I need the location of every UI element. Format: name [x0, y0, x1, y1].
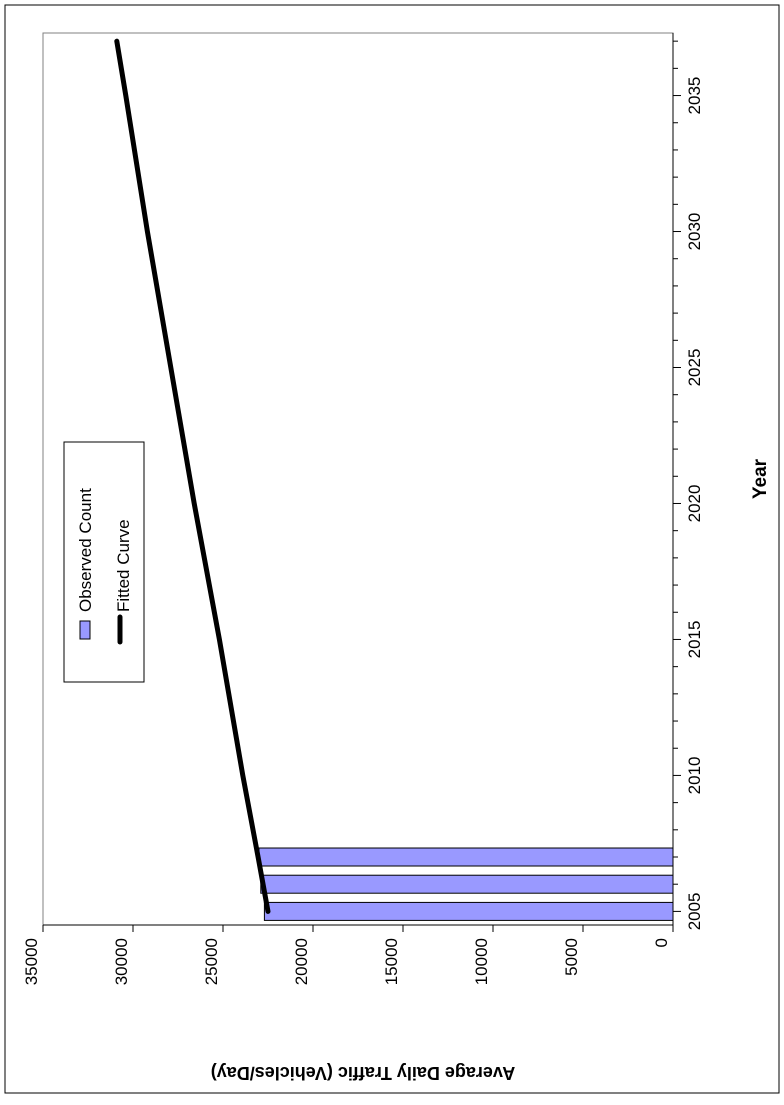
x-tick-label-2005: 2005: [685, 892, 704, 930]
fitted-curve-line: [114, 38, 271, 914]
bar-observed-2007: [258, 847, 674, 867]
plot-area: [42, 32, 674, 926]
legend-label-observed: Observed Count: [76, 488, 95, 612]
bar-observed-2005: [263, 901, 674, 921]
x-tick-label-2030: 2030: [685, 213, 704, 251]
y-tick-label-15000: 15000: [382, 938, 401, 985]
legend-box: [63, 441, 145, 683]
axes-layer: 2005 2010 2015 2020 2025 2030 2035 0 5000 10000 15…: [22, 33, 704, 985]
fitted-curve-layer: [114, 38, 271, 914]
y-tick-label-25000: 25000: [202, 938, 221, 985]
x-tick-label-2025: 2025: [685, 349, 704, 387]
bar-observed-2006: [260, 874, 674, 894]
x-tick-label-2010: 2010: [685, 757, 704, 795]
y-axis-title: Average Daily Traffic (Vehicles/Day): [211, 1063, 515, 1083]
legend-label-fitted: Fitted Curve: [114, 519, 133, 612]
x-tick-label-2015: 2015: [685, 621, 704, 659]
x-tick-label-2035: 2035: [685, 77, 704, 115]
legend-swatch-observed: [79, 620, 91, 640]
x-tick-label-2020: 2020: [685, 485, 704, 523]
y-tick-label-35000: 35000: [22, 938, 41, 985]
x-axis-title: Year: [750, 458, 771, 499]
y-tick-label-20000: 20000: [292, 938, 311, 985]
y-tick-label-0: 0: [652, 938, 671, 947]
bars-layer: [258, 847, 674, 921]
legend: Observed Count Fitted Curve: [63, 441, 145, 683]
y-tick-label-5000: 5000: [562, 938, 581, 976]
y-tick-label-10000: 10000: [472, 938, 491, 985]
y-tick-label-30000: 30000: [112, 938, 131, 985]
